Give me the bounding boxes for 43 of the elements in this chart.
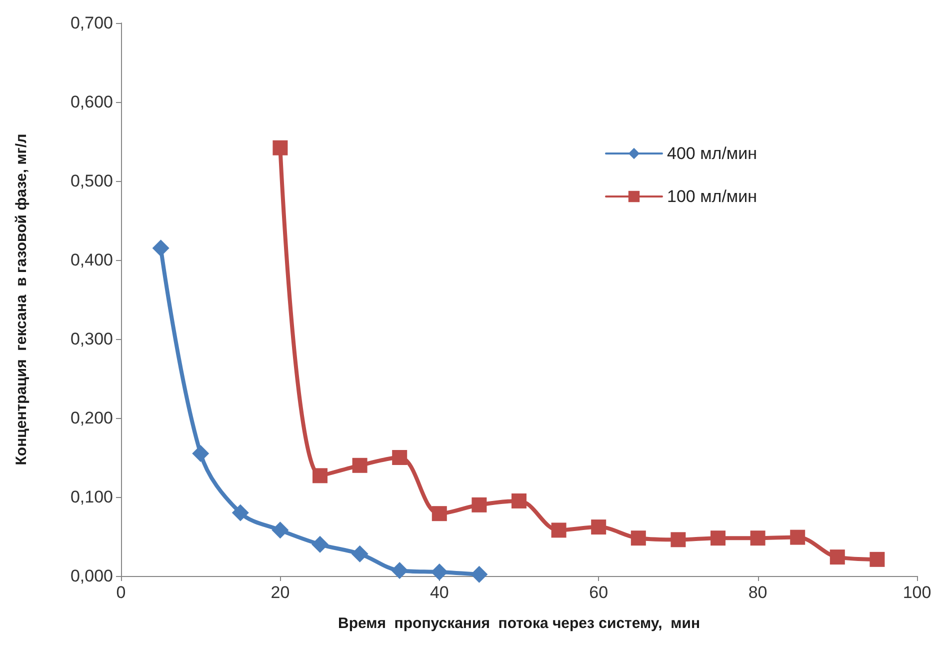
point (710, 530, 726, 546)
x-tick-label: 20 (270, 583, 290, 602)
point (392, 450, 408, 465)
point (790, 530, 806, 545)
point (192, 445, 210, 462)
x-tick-label: 60 (589, 583, 608, 602)
point (391, 562, 408, 579)
x-tick-label: 0 (116, 583, 126, 602)
x-tick-label: 100 (902, 583, 932, 602)
point (351, 545, 368, 562)
y-tick-label: 0,400 (70, 250, 113, 270)
y-tick-label: 0,600 (70, 92, 113, 112)
point (152, 240, 170, 257)
point (272, 140, 288, 156)
y-axis-title: Концентрация гексана в газовой фазе, мг/л (13, 134, 30, 466)
point (591, 520, 606, 535)
legend-label: 100 мл/мин (667, 187, 757, 206)
point (312, 536, 328, 553)
x-tick-label: 80 (748, 583, 768, 602)
x-tick-label: 40 (430, 583, 449, 602)
point (470, 566, 488, 583)
y-tick-label: 0,300 (70, 330, 113, 348)
point (432, 506, 447, 522)
y-tick-label: 0,200 (70, 408, 113, 428)
y-tick-label: 0,000 (70, 566, 113, 586)
point (630, 530, 646, 546)
point (830, 550, 845, 565)
point (430, 564, 448, 581)
point (352, 458, 368, 473)
point (670, 532, 686, 548)
point (272, 522, 289, 539)
point (551, 522, 566, 538)
legend-label: 400 мл/мин (667, 144, 757, 163)
y-tick-label: 0,100 (70, 488, 113, 506)
point (750, 530, 766, 546)
x-axis-title: Время пропускания потока через систему, мин (338, 615, 700, 632)
point (312, 468, 328, 484)
y-tick-label: 0,700 (70, 14, 113, 32)
point (870, 552, 885, 567)
y-tick-label: 0,500 (70, 172, 113, 190)
point (512, 493, 526, 508)
point (232, 504, 249, 522)
point (472, 497, 487, 512)
